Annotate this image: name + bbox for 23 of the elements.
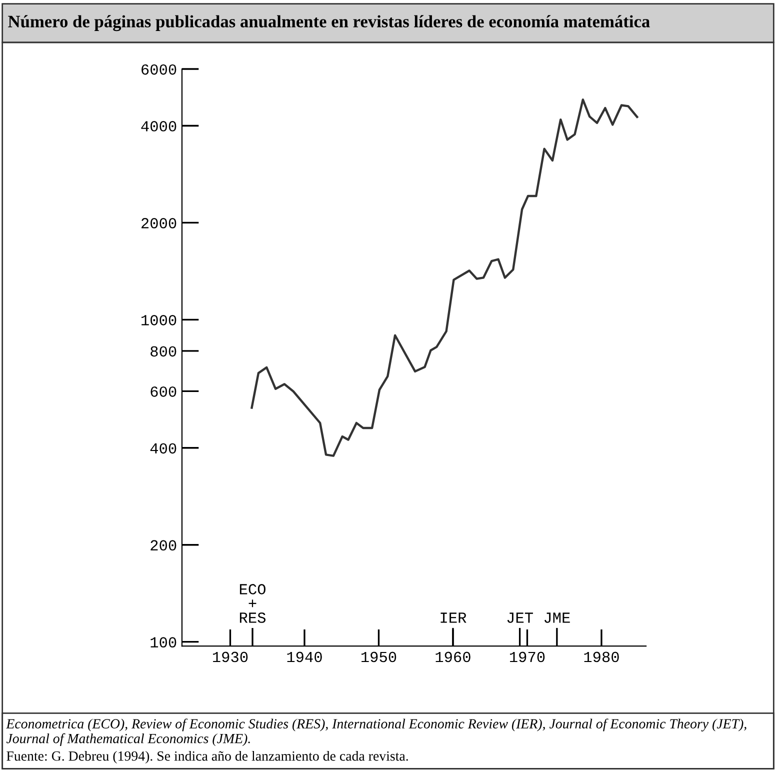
- ref-line-label: JET: [507, 612, 533, 623]
- x-tick-label: 1930: [213, 652, 248, 662]
- ref-line-label: JME: [544, 612, 570, 623]
- y-tick-label: 600: [150, 386, 176, 397]
- y-tick-label: 1000: [142, 315, 176, 326]
- y-tick-label: 400: [150, 443, 176, 454]
- x-tick-label: 1970: [510, 652, 545, 662]
- y-tick-label: 2000: [142, 218, 176, 228]
- y-tick-label: 200: [150, 540, 176, 551]
- source-note: Fuente: G. Debreu (1994). Se indica año de lanzamiento de cada revista.: [6, 750, 408, 764]
- y-tick-label: 100: [150, 637, 176, 648]
- y-tick-label: 4000: [141, 121, 176, 132]
- ref-line-label: ECO + RES: [240, 584, 266, 623]
- y-tick-label: 800: [150, 346, 176, 357]
- y-tick-label: 6000: [142, 64, 176, 75]
- text: Econometrica (ECO), Review of Economic Studies (RES), International Economic Review (IER), Journal of Economic Theory (JET), Journal of Mathematical Economics (JME).: [6, 718, 746, 746]
- x-tick-label: 1960: [436, 652, 470, 662]
- x-tick-label: 1980: [584, 652, 619, 662]
- x-tick-label: 1950: [361, 652, 396, 662]
- ref-line-label: IER: [440, 612, 466, 623]
- x-tick-label: 1940: [287, 652, 322, 662]
- chart-title: Número de páginas publicadas anualmente en revistas líderes de economía matemática: [8, 15, 650, 32]
- line-series: [250, 98, 638, 457]
